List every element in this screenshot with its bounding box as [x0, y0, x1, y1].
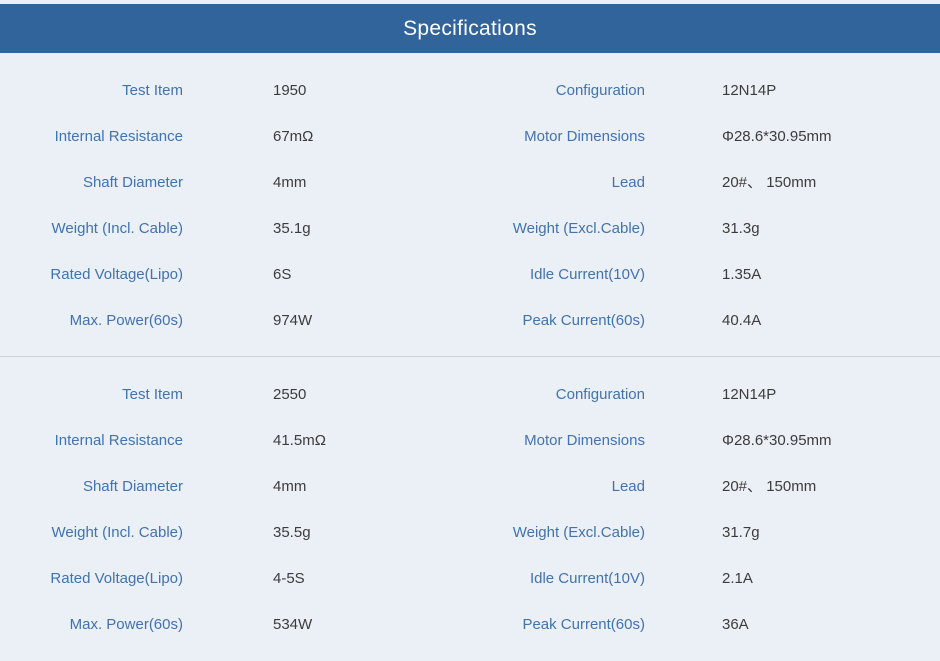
spec-label-left: Shaft Diameter [82, 173, 183, 191]
spec-value-left: 4-5S [273, 569, 305, 587]
spec-row: Rated Voltage(Lipo) 4-5S Idle Current(10… [0, 555, 940, 601]
spec-value-right: 20#、 150mm [722, 173, 817, 191]
spec-value-left: 974W [273, 311, 313, 329]
specifications-header: Specifications [0, 4, 940, 53]
spec-value-left: 41.5mΩ [273, 431, 326, 449]
spec-label-left: Weight (Incl. Cable) [51, 523, 183, 541]
spec-label-right: Motor Dimensions [524, 127, 645, 145]
spec-section: Test Item 1950 Configuration 12N14P Inte… [0, 53, 940, 343]
spec-label-left: Shaft Diameter [82, 477, 183, 495]
spec-section: Test Item 2550 Configuration 12N14P Inte… [0, 357, 940, 647]
spec-value-right: 2.1A [722, 569, 753, 587]
spec-label-left: Internal Resistance [54, 127, 183, 145]
spec-value-left: 4mm [273, 173, 307, 191]
spec-value-left: 67mΩ [273, 127, 314, 145]
spec-row: Rated Voltage(Lipo) 6S Idle Current(10V)… [0, 251, 940, 297]
spec-label-right: Weight (Excl.Cable) [512, 219, 645, 237]
spec-value-right: 20#、 150mm [722, 477, 817, 495]
spec-label-right: Peak Current(60s) [522, 615, 645, 633]
spec-value-right: 31.7g [722, 523, 760, 541]
spec-label-right: Configuration [555, 81, 645, 99]
spec-sections: Test Item 1950 Configuration 12N14P Inte… [0, 53, 940, 647]
spec-label-right: Idle Current(10V) [529, 265, 645, 283]
spec-row: Test Item 2550 Configuration 12N14P [0, 371, 940, 417]
spec-value-right: 1.35A [722, 265, 762, 283]
spec-row: Weight (Incl. Cable) 35.1g Weight (Excl.… [0, 205, 940, 251]
spec-value-right: 12N14P [722, 81, 777, 99]
spec-label-right: Lead [611, 477, 645, 495]
spec-value-right: 36A [722, 615, 749, 633]
spec-value-left: 534W [273, 615, 313, 633]
spec-row: Max. Power(60s) 534W Peak Current(60s) 3… [0, 601, 940, 647]
spec-label-right: Lead [611, 173, 645, 191]
spec-label-left: Max. Power(60s) [69, 311, 183, 329]
spec-label-left: Test Item [122, 385, 183, 403]
spec-value-right: 40.4A [722, 311, 762, 329]
spec-label-right: Motor Dimensions [524, 431, 645, 449]
spec-label-right: Weight (Excl.Cable) [512, 523, 645, 541]
spec-value-left: 35.1g [273, 219, 311, 237]
spec-label-left: Max. Power(60s) [69, 615, 183, 633]
spec-value-right: 12N14P [722, 385, 777, 403]
section-divider [0, 356, 940, 357]
spec-row: Max. Power(60s) 974W Peak Current(60s) 4… [0, 297, 940, 343]
specifications-panel: Specifications Test Item 1950 Configurat… [0, 4, 940, 647]
spec-label-left: Rated Voltage(Lipo) [50, 265, 183, 283]
spec-value-left: 1950 [273, 81, 307, 99]
page-title: Specifications [403, 16, 537, 40]
spec-value-left: 2550 [273, 385, 307, 403]
spec-value-right: Φ28.6*30.95mm [722, 127, 832, 145]
spec-label-left: Rated Voltage(Lipo) [50, 569, 183, 587]
spec-row: Weight (Incl. Cable) 35.5g Weight (Excl.… [0, 509, 940, 555]
spec-label-left: Internal Resistance [54, 431, 183, 449]
spec-label-right: Configuration [555, 385, 645, 403]
spec-value-left: 4mm [273, 477, 307, 495]
spec-label-left: Weight (Incl. Cable) [51, 219, 183, 237]
spec-row: Shaft Diameter 4mm Lead 20#、 150mm [0, 463, 940, 509]
spec-row: Shaft Diameter 4mm Lead 20#、 150mm [0, 159, 940, 205]
spec-value-right: Φ28.6*30.95mm [722, 431, 832, 449]
spec-row: Internal Resistance 67mΩ Motor Dimension… [0, 113, 940, 159]
spec-value-right: 31.3g [722, 219, 760, 237]
spec-label-right: Idle Current(10V) [529, 569, 645, 587]
spec-row: Internal Resistance 41.5mΩ Motor Dimensi… [0, 417, 940, 463]
spec-row: Test Item 1950 Configuration 12N14P [0, 67, 940, 113]
spec-label-left: Test Item [122, 81, 183, 99]
spec-value-left: 6S [273, 265, 292, 283]
spec-label-right: Peak Current(60s) [522, 311, 645, 329]
spec-value-left: 35.5g [273, 523, 311, 541]
